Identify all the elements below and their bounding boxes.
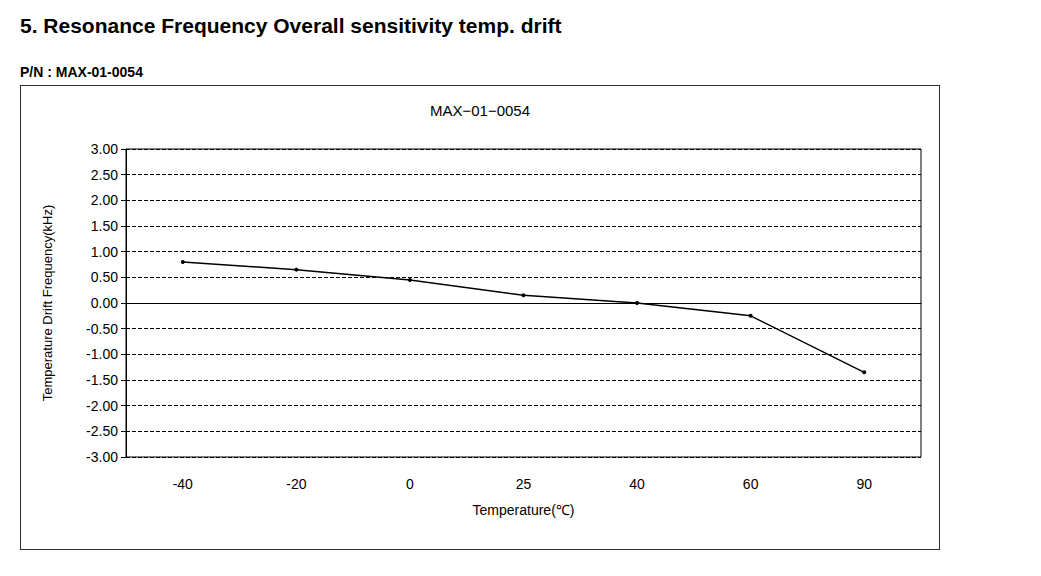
svg-text:0.00: 0.00	[91, 295, 118, 311]
svg-text:90: 90	[856, 476, 872, 492]
svg-text:-40: -40	[173, 476, 193, 492]
svg-text:-1.50: -1.50	[86, 372, 118, 388]
svg-text:0.50: 0.50	[91, 269, 118, 285]
svg-text:-0.50: -0.50	[86, 321, 118, 337]
svg-text:2.00: 2.00	[91, 192, 118, 208]
svg-text:-20: -20	[286, 476, 306, 492]
svg-text:-2.50: -2.50	[86, 423, 118, 439]
svg-text:Temperature Drift Frequency(kH: Temperature Drift Frequency(kHz)	[40, 205, 55, 402]
svg-text:40: 40	[629, 476, 645, 492]
svg-text:0: 0	[406, 476, 414, 492]
svg-text:3.00: 3.00	[91, 141, 118, 157]
svg-text:-2.00: -2.00	[86, 398, 118, 414]
svg-text:-3.00: -3.00	[86, 449, 118, 465]
svg-text:Temperature(℃): Temperature(℃)	[473, 502, 575, 518]
svg-text:25: 25	[516, 476, 532, 492]
svg-text:60: 60	[743, 476, 759, 492]
svg-text:1.50: 1.50	[91, 218, 118, 234]
svg-text:2.50: 2.50	[91, 167, 118, 183]
html-text:5. Resonance Frequency Overall: 5. Resonance Frequency Overall sensitivi…	[20, 14, 562, 37]
svg-text:-1.00: -1.00	[86, 346, 118, 362]
svg-text:MAX−01−0054: MAX−01−0054	[430, 102, 530, 119]
svg-text:1.00: 1.00	[91, 244, 118, 260]
html-text:P/N : MAX-01-0054: P/N : MAX-01-0054	[20, 64, 143, 80]
